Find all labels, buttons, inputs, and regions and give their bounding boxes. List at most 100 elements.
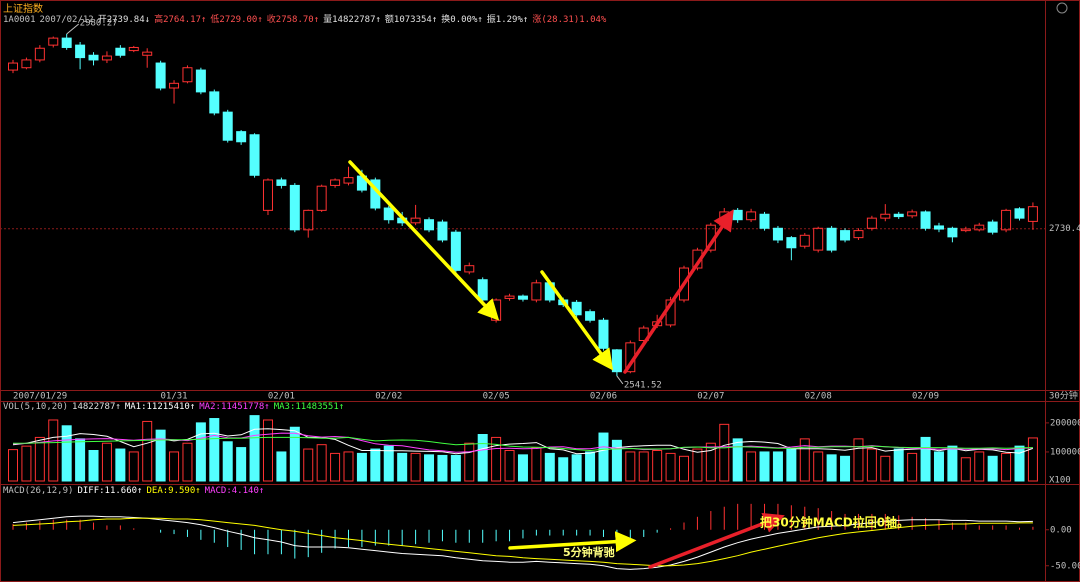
candle-body bbox=[464, 265, 475, 273]
candle-body bbox=[517, 295, 528, 300]
volume-bar bbox=[316, 444, 327, 482]
y-tick-label: 100000 bbox=[1050, 447, 1080, 457]
legend-item: MA1:11215410↑ bbox=[124, 402, 196, 412]
candle-body bbox=[222, 111, 233, 141]
macd-legend: MACD(26,12,9) DIFF:11.660↑ DEA:9.590↑ MACD:… bbox=[3, 486, 268, 496]
volume-bar bbox=[182, 442, 193, 482]
volume-bar bbox=[504, 449, 515, 482]
candle-body bbox=[947, 227, 958, 238]
volume-bar bbox=[464, 442, 475, 482]
candle-body bbox=[88, 54, 99, 61]
volume-bar bbox=[759, 451, 770, 482]
candle-body bbox=[101, 55, 112, 61]
candle-body bbox=[933, 225, 944, 230]
volume-bar bbox=[558, 457, 569, 482]
volume-bar bbox=[907, 452, 918, 482]
legend-item: 额1073354↑ bbox=[384, 15, 438, 25]
candle-body bbox=[75, 44, 86, 59]
volume-bar bbox=[8, 449, 18, 482]
volume-bar bbox=[101, 442, 112, 482]
volume-bar bbox=[330, 452, 341, 482]
candle-body bbox=[1027, 206, 1038, 222]
candle-body bbox=[880, 213, 891, 219]
volume-bar bbox=[61, 425, 72, 482]
legend-item: 2007/02/12 bbox=[39, 15, 94, 25]
arrow bbox=[623, 209, 734, 374]
volume-bar bbox=[128, 451, 139, 482]
ma-line bbox=[12, 428, 1034, 455]
volume-bar bbox=[544, 452, 555, 482]
volume-bar bbox=[920, 436, 931, 482]
period-label: 30分钟 bbox=[1049, 390, 1078, 402]
volume-bar bbox=[343, 451, 354, 482]
candle-body bbox=[799, 234, 810, 247]
candle-body bbox=[679, 267, 689, 301]
candle-body bbox=[424, 219, 435, 231]
volume-bar bbox=[370, 448, 381, 482]
unit-label: X100 bbox=[1049, 476, 1071, 486]
volume-bar bbox=[665, 452, 676, 482]
x-tick-label: 02/01 bbox=[268, 392, 295, 402]
candle-body bbox=[974, 224, 985, 231]
volume-bar bbox=[705, 442, 716, 482]
candle-body bbox=[383, 207, 394, 221]
candle-body bbox=[840, 230, 851, 241]
candle-body bbox=[531, 282, 542, 301]
legend-item: 14822787↑ bbox=[72, 402, 121, 412]
x-tick-label: 2007/01/29 bbox=[13, 392, 67, 402]
volume-bar bbox=[813, 451, 824, 482]
high-label: 2980.27 bbox=[80, 19, 118, 29]
volume-bar bbox=[276, 451, 287, 482]
x-tick-label: 02/07 bbox=[697, 392, 724, 402]
legend-item: MA2:11451778↑ bbox=[199, 402, 270, 412]
candle-body bbox=[746, 211, 757, 221]
volume-bar bbox=[142, 420, 153, 482]
candle-body bbox=[491, 299, 502, 321]
volume-bar bbox=[222, 441, 233, 482]
volume-bar bbox=[826, 454, 837, 482]
candle-body bbox=[21, 59, 32, 69]
macd-panel: 0.00 -50.00 bbox=[12, 503, 1080, 571]
y-tick-label: 2730.4 bbox=[1049, 224, 1080, 234]
volume-bar bbox=[424, 454, 435, 482]
candle-body bbox=[732, 209, 743, 221]
candle-body bbox=[786, 237, 797, 249]
legend-item: MACD:4.140↑ bbox=[204, 486, 265, 496]
volume-bar bbox=[88, 449, 99, 482]
volume-bar bbox=[625, 451, 636, 482]
candle-body bbox=[236, 131, 247, 143]
volume-bar bbox=[195, 422, 206, 482]
y-tick-label: 0.00 bbox=[1050, 525, 1072, 535]
legend-item: 振1.29%↑ bbox=[486, 15, 529, 25]
candle-body bbox=[598, 319, 609, 349]
volume-bar bbox=[34, 436, 45, 482]
legend-item: DEA:9.590↑ bbox=[146, 486, 201, 496]
annotation: 把30分钟MACD拉回0轴。 bbox=[760, 515, 909, 530]
legend-item: 开2739.84↓ bbox=[97, 15, 151, 25]
macd-line bbox=[12, 517, 1033, 567]
candle-body bbox=[410, 217, 421, 224]
y-tick-label: 200000 bbox=[1050, 418, 1080, 428]
candle-body bbox=[289, 184, 300, 231]
annotation: 5分钟背驰 bbox=[563, 545, 615, 559]
candle-body bbox=[772, 227, 783, 241]
volume-bar bbox=[437, 454, 448, 482]
volume-bar bbox=[933, 451, 944, 482]
legend-item: MA3:11483551↑ bbox=[273, 402, 345, 412]
candle-body bbox=[611, 349, 622, 373]
volume-bar bbox=[840, 455, 851, 482]
candle-body bbox=[504, 295, 515, 299]
volume-bar bbox=[477, 434, 488, 482]
candle-body bbox=[960, 228, 971, 232]
volume-bar bbox=[249, 415, 260, 482]
candle-body bbox=[249, 134, 260, 176]
window-icon[interactable] bbox=[1056, 2, 1068, 14]
marker-line bbox=[616, 375, 624, 385]
legend-item: MACD(26,12,9) bbox=[3, 486, 74, 496]
candle-body bbox=[987, 221, 998, 233]
legend-item: DIFF:11.660↑ bbox=[77, 486, 143, 496]
volume-bar bbox=[598, 432, 609, 482]
volume-bar bbox=[585, 451, 596, 482]
header-title: 上证指数 bbox=[3, 4, 43, 15]
